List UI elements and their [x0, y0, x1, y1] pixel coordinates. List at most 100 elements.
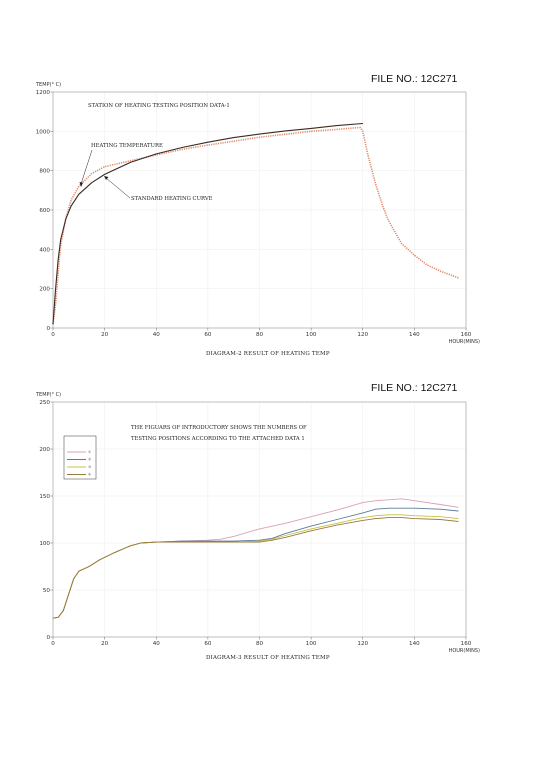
series-point	[284, 130, 286, 132]
series-point	[60, 245, 62, 246]
series-point	[336, 509, 338, 511]
series-point	[414, 507, 415, 509]
series-point	[375, 515, 377, 517]
y-tick-label: 800	[39, 169, 50, 175]
series-point	[155, 153, 157, 155]
annotation-arrowhead-heating	[79, 182, 83, 187]
file-number-bottom: FILE NO.: 12C271	[371, 382, 458, 394]
series-point	[414, 254, 415, 256]
series-line-2	[52, 507, 459, 619]
diagram-2-caption: DIAGRAM-2 RESULT OF HEATING TEMP	[206, 351, 330, 357]
y-tick-label: 200	[39, 447, 50, 453]
series-point	[104, 174, 105, 175]
series-point	[91, 182, 93, 184]
series-point	[457, 521, 459, 522]
series-point	[207, 541, 209, 543]
series-point	[310, 530, 312, 532]
series-point	[78, 186, 80, 187]
series-point	[457, 518, 459, 519]
series-point	[362, 517, 364, 518]
series-point	[181, 540, 183, 542]
series-point	[414, 500, 415, 502]
y-tick-label: 200	[39, 287, 50, 293]
series-point	[336, 522, 338, 524]
series-point	[401, 517, 402, 518]
series-point	[140, 542, 142, 544]
series-point	[284, 533, 286, 534]
series-point	[457, 510, 459, 512]
series-point	[439, 516, 441, 518]
series-point	[362, 502, 364, 503]
series-point	[259, 133, 260, 135]
series-point	[181, 147, 183, 148]
series-point	[310, 528, 312, 530]
y-tick-label: 150	[39, 494, 50, 500]
series-point	[310, 130, 312, 132]
y-axis-label: TEMP(° C)	[35, 82, 61, 88]
series-point	[70, 199, 72, 201]
legend-label: ③	[88, 465, 91, 469]
annotation-standard-curve: STANDARD HEATING CURVE	[131, 196, 213, 202]
series-point	[367, 154, 369, 156]
series-point	[78, 193, 80, 195]
x-tick-label: 140	[409, 332, 420, 338]
series-point	[362, 123, 364, 124]
x-tick-label: 120	[357, 332, 368, 338]
series-point	[375, 500, 377, 502]
series-point	[130, 162, 131, 163]
series-point	[207, 540, 209, 542]
series-line-1	[52, 498, 459, 619]
y-tick-label: 100	[39, 541, 50, 547]
series-point	[91, 173, 93, 174]
x-axis-label: HOUR(MINS)	[449, 339, 480, 345]
series-point	[401, 507, 402, 509]
series-point	[414, 515, 415, 517]
series-point	[439, 270, 441, 272]
series-point	[220, 538, 222, 540]
series-point	[362, 130, 364, 132]
legend: ① ② ③ ④	[63, 435, 97, 480]
annotation-arrow-heating	[80, 149, 93, 185]
x-tick-label: 0	[51, 332, 55, 338]
series-point	[55, 304, 56, 305]
series-point	[336, 519, 338, 520]
series-point	[233, 540, 235, 542]
x-tick-label: 40	[153, 332, 161, 338]
series-point	[57, 616, 59, 618]
series-point	[362, 520, 364, 521]
series-point	[78, 570, 80, 572]
series-point	[452, 275, 454, 277]
series-point	[388, 499, 389, 501]
series-point	[284, 133, 286, 135]
y-tick-label: 50	[43, 588, 51, 594]
x-tick-label: 160	[461, 641, 472, 647]
series-point	[88, 566, 90, 567]
series-point	[336, 125, 338, 126]
series-point	[207, 144, 209, 146]
series-point	[310, 516, 312, 518]
series-point	[401, 514, 402, 516]
chart-3: 0 50 100 150 200 250 0 20 40 60 80 100 120 140 160 TEMP…	[35, 392, 480, 654]
series-point	[60, 239, 62, 240]
series-point	[401, 498, 402, 500]
series-point	[68, 594, 69, 596]
series-point	[457, 277, 459, 279]
series-point	[310, 128, 312, 129]
series-point	[284, 537, 286, 538]
y-tick-label: 0	[46, 326, 50, 332]
legend-label: ②	[88, 458, 91, 462]
series-point	[259, 528, 260, 530]
legend-box	[63, 435, 97, 480]
series-point	[114, 552, 116, 553]
annotation-heating-temperature: HEATING TEMPERATURE	[91, 143, 163, 149]
x-tick-label: 120	[357, 641, 368, 647]
series-point	[52, 323, 54, 325]
series-point	[336, 524, 338, 526]
x-tick-label: 0	[51, 641, 55, 647]
x-tick-label: 100	[306, 641, 317, 647]
series-point	[65, 218, 67, 220]
series-point	[99, 559, 100, 561]
y-tick-label: 1000	[36, 129, 51, 135]
series-point	[70, 205, 72, 207]
